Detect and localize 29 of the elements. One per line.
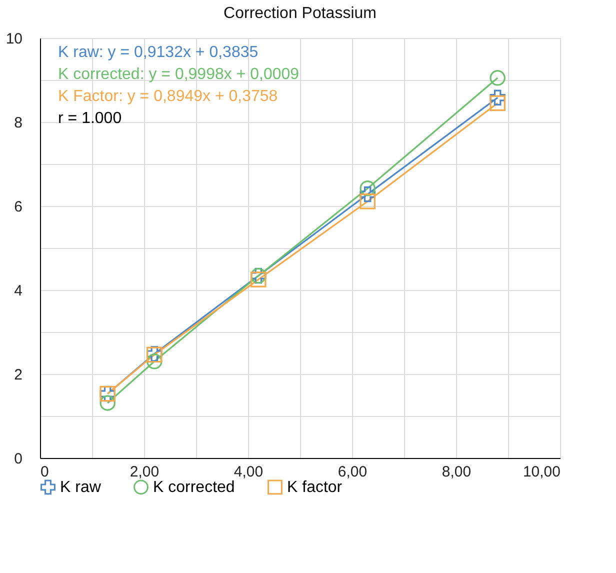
point <box>490 95 506 111</box>
y-tick-label: 8 <box>14 114 22 132</box>
x-tick-label: 10,00 <box>522 464 560 480</box>
point <box>490 70 506 86</box>
annotation: K raw: y = 0,9132x + 0,3835 <box>58 44 258 61</box>
point <box>100 395 116 411</box>
y-tick-label: 10 <box>6 30 22 48</box>
annotation: r = 1.000 <box>58 110 122 127</box>
legend-label: K corrected <box>153 479 235 496</box>
x-tick-label: 6,00 <box>338 464 368 480</box>
point <box>146 354 162 370</box>
x-tick-label: 0 <box>40 464 49 480</box>
annotation: K corrected: y = 0,9998x + 0,0009 <box>58 66 300 83</box>
x-tick-label: 4,00 <box>234 464 264 480</box>
y-tick-label: 2 <box>14 366 22 384</box>
y-tick-label: 0 <box>14 450 22 468</box>
legend-label: K factor <box>287 479 343 496</box>
chart-title: Correction Potassium <box>224 5 376 22</box>
point <box>360 180 376 196</box>
x-tick-label: 2,00 <box>130 464 160 480</box>
annotation: K Factor: y = 0,8949x + 0,3758 <box>58 88 278 105</box>
y-tick-label: 6 <box>14 198 22 216</box>
point <box>490 90 506 106</box>
point <box>360 194 376 210</box>
legend-label: K raw <box>60 479 102 496</box>
x-tick-label: 8,00 <box>442 464 472 480</box>
point <box>250 272 266 288</box>
y-tick-label: 4 <box>14 282 22 300</box>
point <box>360 186 376 202</box>
